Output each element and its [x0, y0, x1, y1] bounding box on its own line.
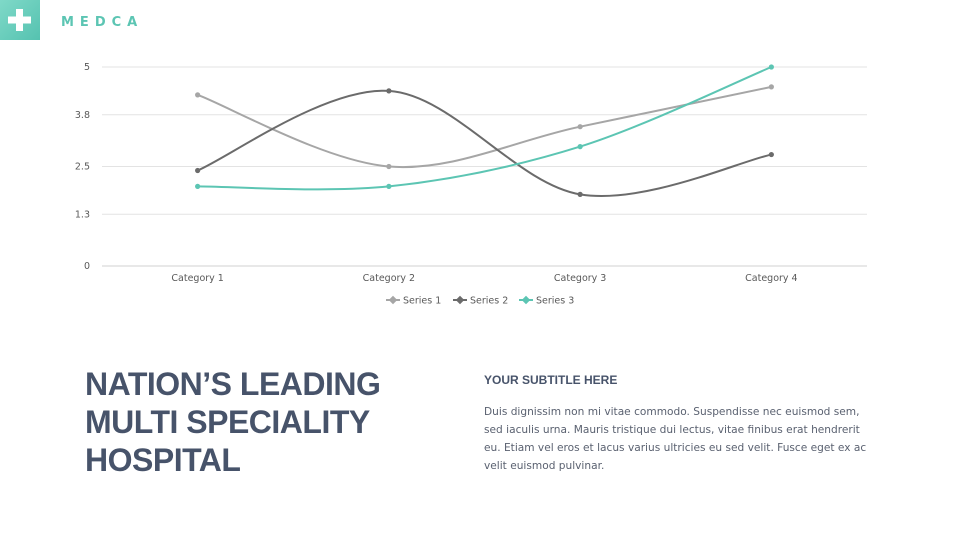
headline-line-1: NATION’S LEADING	[85, 366, 381, 402]
data-point-series-3	[577, 144, 583, 150]
subtitle: YOUR SUBTITLE HERE	[484, 373, 618, 387]
body-paragraph: Duis dignissim non mi vitae commodo. Sus…	[484, 406, 867, 472]
x-tick-label: Category 3	[554, 273, 606, 284]
brand-name: MEDCA	[61, 15, 144, 30]
logo-box	[0, 0, 40, 40]
series-line-2	[196, 89, 773, 197]
chart-legend: Series 1 Series 2 Series 3	[386, 296, 574, 307]
x-tick-label: Category 2	[363, 273, 415, 284]
data-point-series-3	[768, 64, 774, 70]
headline-line-2: MULTI SPECIALITY	[85, 404, 370, 440]
series-line-1	[196, 85, 773, 169]
data-point-series-3	[386, 183, 392, 189]
legend-label: Series 1	[403, 296, 441, 307]
y-tick-label: 5	[84, 62, 90, 73]
series-lines	[195, 64, 774, 197]
page-headline: NATION’S LEADING MULTI SPECIALITY HOSPIT…	[85, 365, 445, 479]
x-tick-label: Category 1	[171, 273, 223, 284]
y-tick-label: 2.5	[75, 162, 90, 173]
legend-marker	[521, 295, 531, 305]
y-tick-label: 1.3	[75, 209, 90, 220]
data-point-series-1	[386, 163, 392, 170]
legend-label: Series 2	[470, 296, 508, 307]
headline-line-3: HOSPITAL	[85, 442, 241, 478]
legend-label: Series 3	[536, 296, 574, 307]
x-tick-label: Category 4	[745, 273, 797, 284]
series-line-3	[196, 66, 773, 191]
data-point-series-2	[195, 167, 201, 174]
data-point-series-2	[386, 88, 392, 94]
y-tick-label: 3.8	[75, 110, 90, 121]
y-tick-label: 0	[84, 261, 90, 272]
data-point-series-2	[768, 151, 774, 158]
line-chart: 01.32.53.85 Category 1 Category 2 Category…	[75, 62, 867, 307]
data-point-series-1	[577, 124, 583, 130]
legend-marker	[388, 295, 398, 305]
x-axis-ticks: Category 1 Category 2 Category 3 Category 4	[171, 273, 797, 284]
data-point-series-3	[195, 183, 201, 189]
data-point-series-1	[195, 92, 201, 98]
chart-gridlines	[102, 66, 867, 267]
plus-cross-icon	[8, 9, 31, 31]
legend-marker	[455, 295, 465, 305]
y-axis-ticks: 0 1.3 2.5 3.8 5	[75, 62, 90, 272]
data-point-series-1	[768, 84, 774, 90]
data-point-series-2	[577, 191, 583, 197]
